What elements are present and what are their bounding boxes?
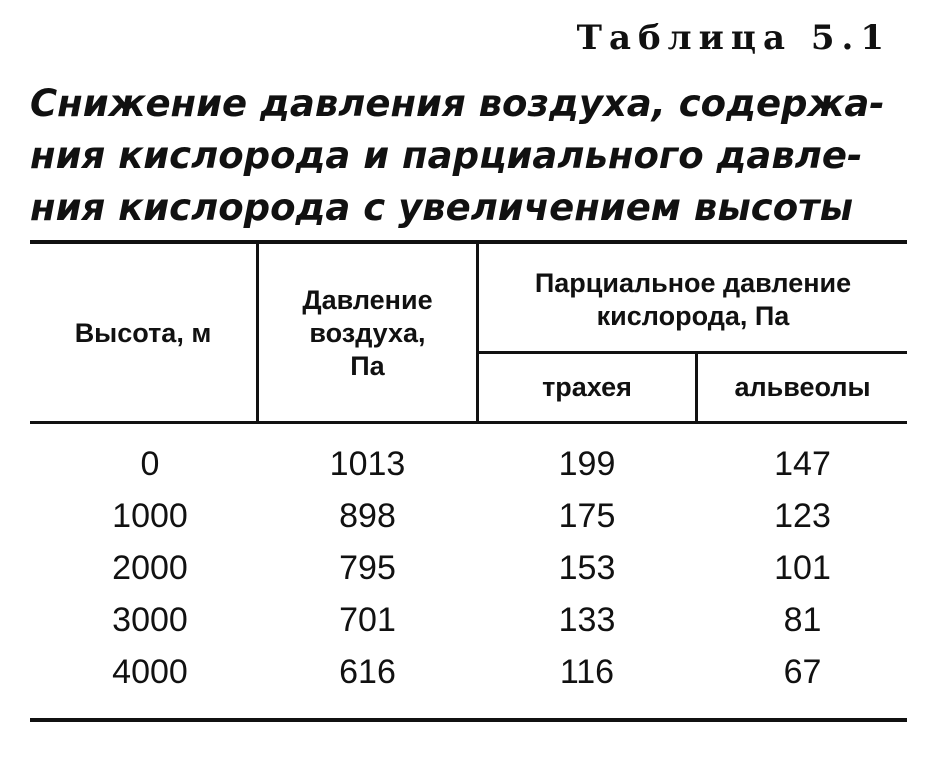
- cell-air-pressure: 898: [339, 497, 396, 535]
- cell-trachea: 199: [558, 445, 616, 483]
- table-top-rule: [30, 240, 907, 244]
- table-row: 2000 795 153 101: [30, 542, 907, 594]
- header-bottom-rule: [30, 421, 907, 424]
- header-partial-pressure: Парциальное давление кислорода, Па: [534, 268, 852, 331]
- table-caption: Снижение давления воздуха, содержа- ния …: [30, 78, 910, 234]
- cell-trachea: 116: [559, 653, 615, 691]
- cell-air-pressure: 1013: [329, 445, 406, 483]
- cell-height: 4000: [112, 653, 188, 691]
- cell-trachea: 133: [558, 601, 616, 639]
- header-divider: [256, 244, 259, 422]
- table-row: 3000 701 133 81: [30, 594, 907, 646]
- header-divider: [476, 244, 479, 422]
- cell-alveoli: 81: [783, 601, 822, 639]
- cell-height: 0: [140, 445, 160, 483]
- cell-air-pressure: 795: [339, 549, 396, 587]
- cell-alveoli: 101: [774, 549, 831, 587]
- table-row: 4000 616 116 67: [30, 646, 907, 698]
- header-alveoli: альвеолы: [734, 372, 871, 402]
- cell-height: 1000: [112, 497, 188, 535]
- header-air-pressure: Давление воздуха, Па: [302, 284, 433, 381]
- subheader-divider: [695, 353, 698, 422]
- cell-alveoli: 147: [774, 445, 831, 483]
- caption-line: ния кислорода с увеличением высоты: [30, 186, 854, 229]
- subheader-rule: [478, 351, 907, 354]
- table-row: 1000 898 175 123: [30, 490, 907, 542]
- cell-trachea: 175: [558, 497, 616, 535]
- cell-air-pressure: 701: [339, 601, 396, 639]
- cell-height: 2000: [112, 549, 188, 587]
- table-body: 0 1013 199 147 1000 898 175 123 2000 795…: [30, 438, 907, 698]
- header-trachea: трахея: [542, 372, 632, 402]
- caption-line: ния кислорода и парциального давле-: [30, 134, 863, 177]
- header-height: Высота, м: [74, 317, 212, 348]
- caption-line: Снижение давления воздуха, содержа-: [30, 82, 885, 125]
- cell-alveoli: 123: [774, 497, 831, 535]
- cell-alveoli: 67: [783, 653, 822, 691]
- table-bottom-rule: [30, 718, 907, 722]
- table-row: 0 1013 199 147: [30, 438, 907, 490]
- table-number: Таблица 5.1: [576, 18, 891, 58]
- cell-height: 3000: [112, 601, 188, 639]
- cell-air-pressure: 616: [339, 653, 396, 691]
- cell-trachea: 153: [558, 549, 616, 587]
